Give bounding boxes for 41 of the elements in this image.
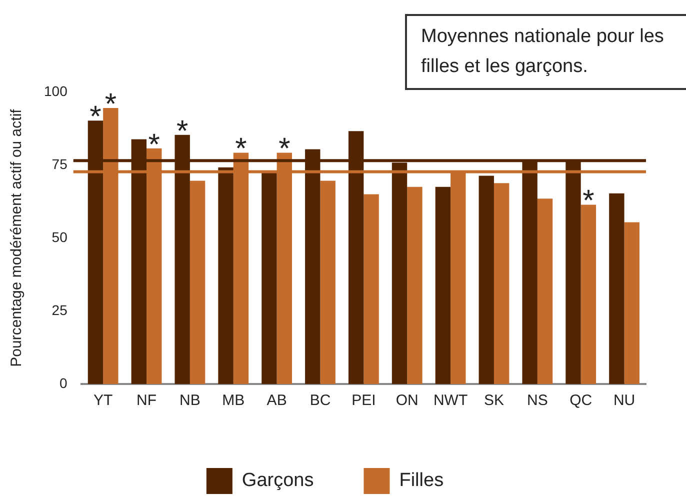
y-tick-label: 75 xyxy=(52,156,68,172)
x-tick-label: ON xyxy=(396,392,418,410)
bar xyxy=(494,183,510,384)
bar xyxy=(218,167,234,384)
x-tick-label: NB xyxy=(180,392,200,410)
bar xyxy=(609,193,624,384)
annotation: * xyxy=(104,88,117,122)
y-tick-label: 100 xyxy=(44,82,68,99)
x-tick-label: AB xyxy=(266,392,287,410)
legend-label: Filles xyxy=(399,470,444,492)
y-tick-label: 50 xyxy=(52,228,68,245)
bar xyxy=(320,180,336,384)
bar xyxy=(478,176,494,384)
annotation: * xyxy=(90,100,102,134)
x-tick-label: BC xyxy=(310,392,331,410)
x-tick-label: NWT xyxy=(433,392,468,410)
text: Moyennes nationale pour les filles et les garçons. xyxy=(405,14,686,90)
x-tick-label: NU xyxy=(613,392,636,410)
annotation: * xyxy=(235,132,248,166)
bar xyxy=(624,222,640,384)
y-tick-label: 0 xyxy=(60,374,68,391)
legend-label: Garçons xyxy=(242,470,314,492)
bar xyxy=(435,186,451,384)
x-tick-label: PEI xyxy=(352,392,376,410)
x-tick-label: QC xyxy=(570,392,592,410)
bar xyxy=(580,204,596,384)
annotation: * xyxy=(582,184,595,218)
y-tick-label: 25 xyxy=(52,302,68,318)
x-tick-label: MB xyxy=(222,392,245,410)
x-tick-label: YT xyxy=(93,392,113,410)
bar xyxy=(190,180,206,384)
x-tick-label: SK xyxy=(484,392,504,410)
y-axis-title: Pourcentage modérément actif ou actif xyxy=(8,108,26,367)
annotation: * xyxy=(278,132,291,166)
x-tick-label: NF xyxy=(136,392,157,410)
bar xyxy=(537,198,553,384)
annotation: * xyxy=(176,114,188,148)
bar xyxy=(364,194,379,384)
annotation: * xyxy=(148,128,160,162)
x-tick-label: NS xyxy=(526,392,548,410)
bar xyxy=(407,186,422,384)
